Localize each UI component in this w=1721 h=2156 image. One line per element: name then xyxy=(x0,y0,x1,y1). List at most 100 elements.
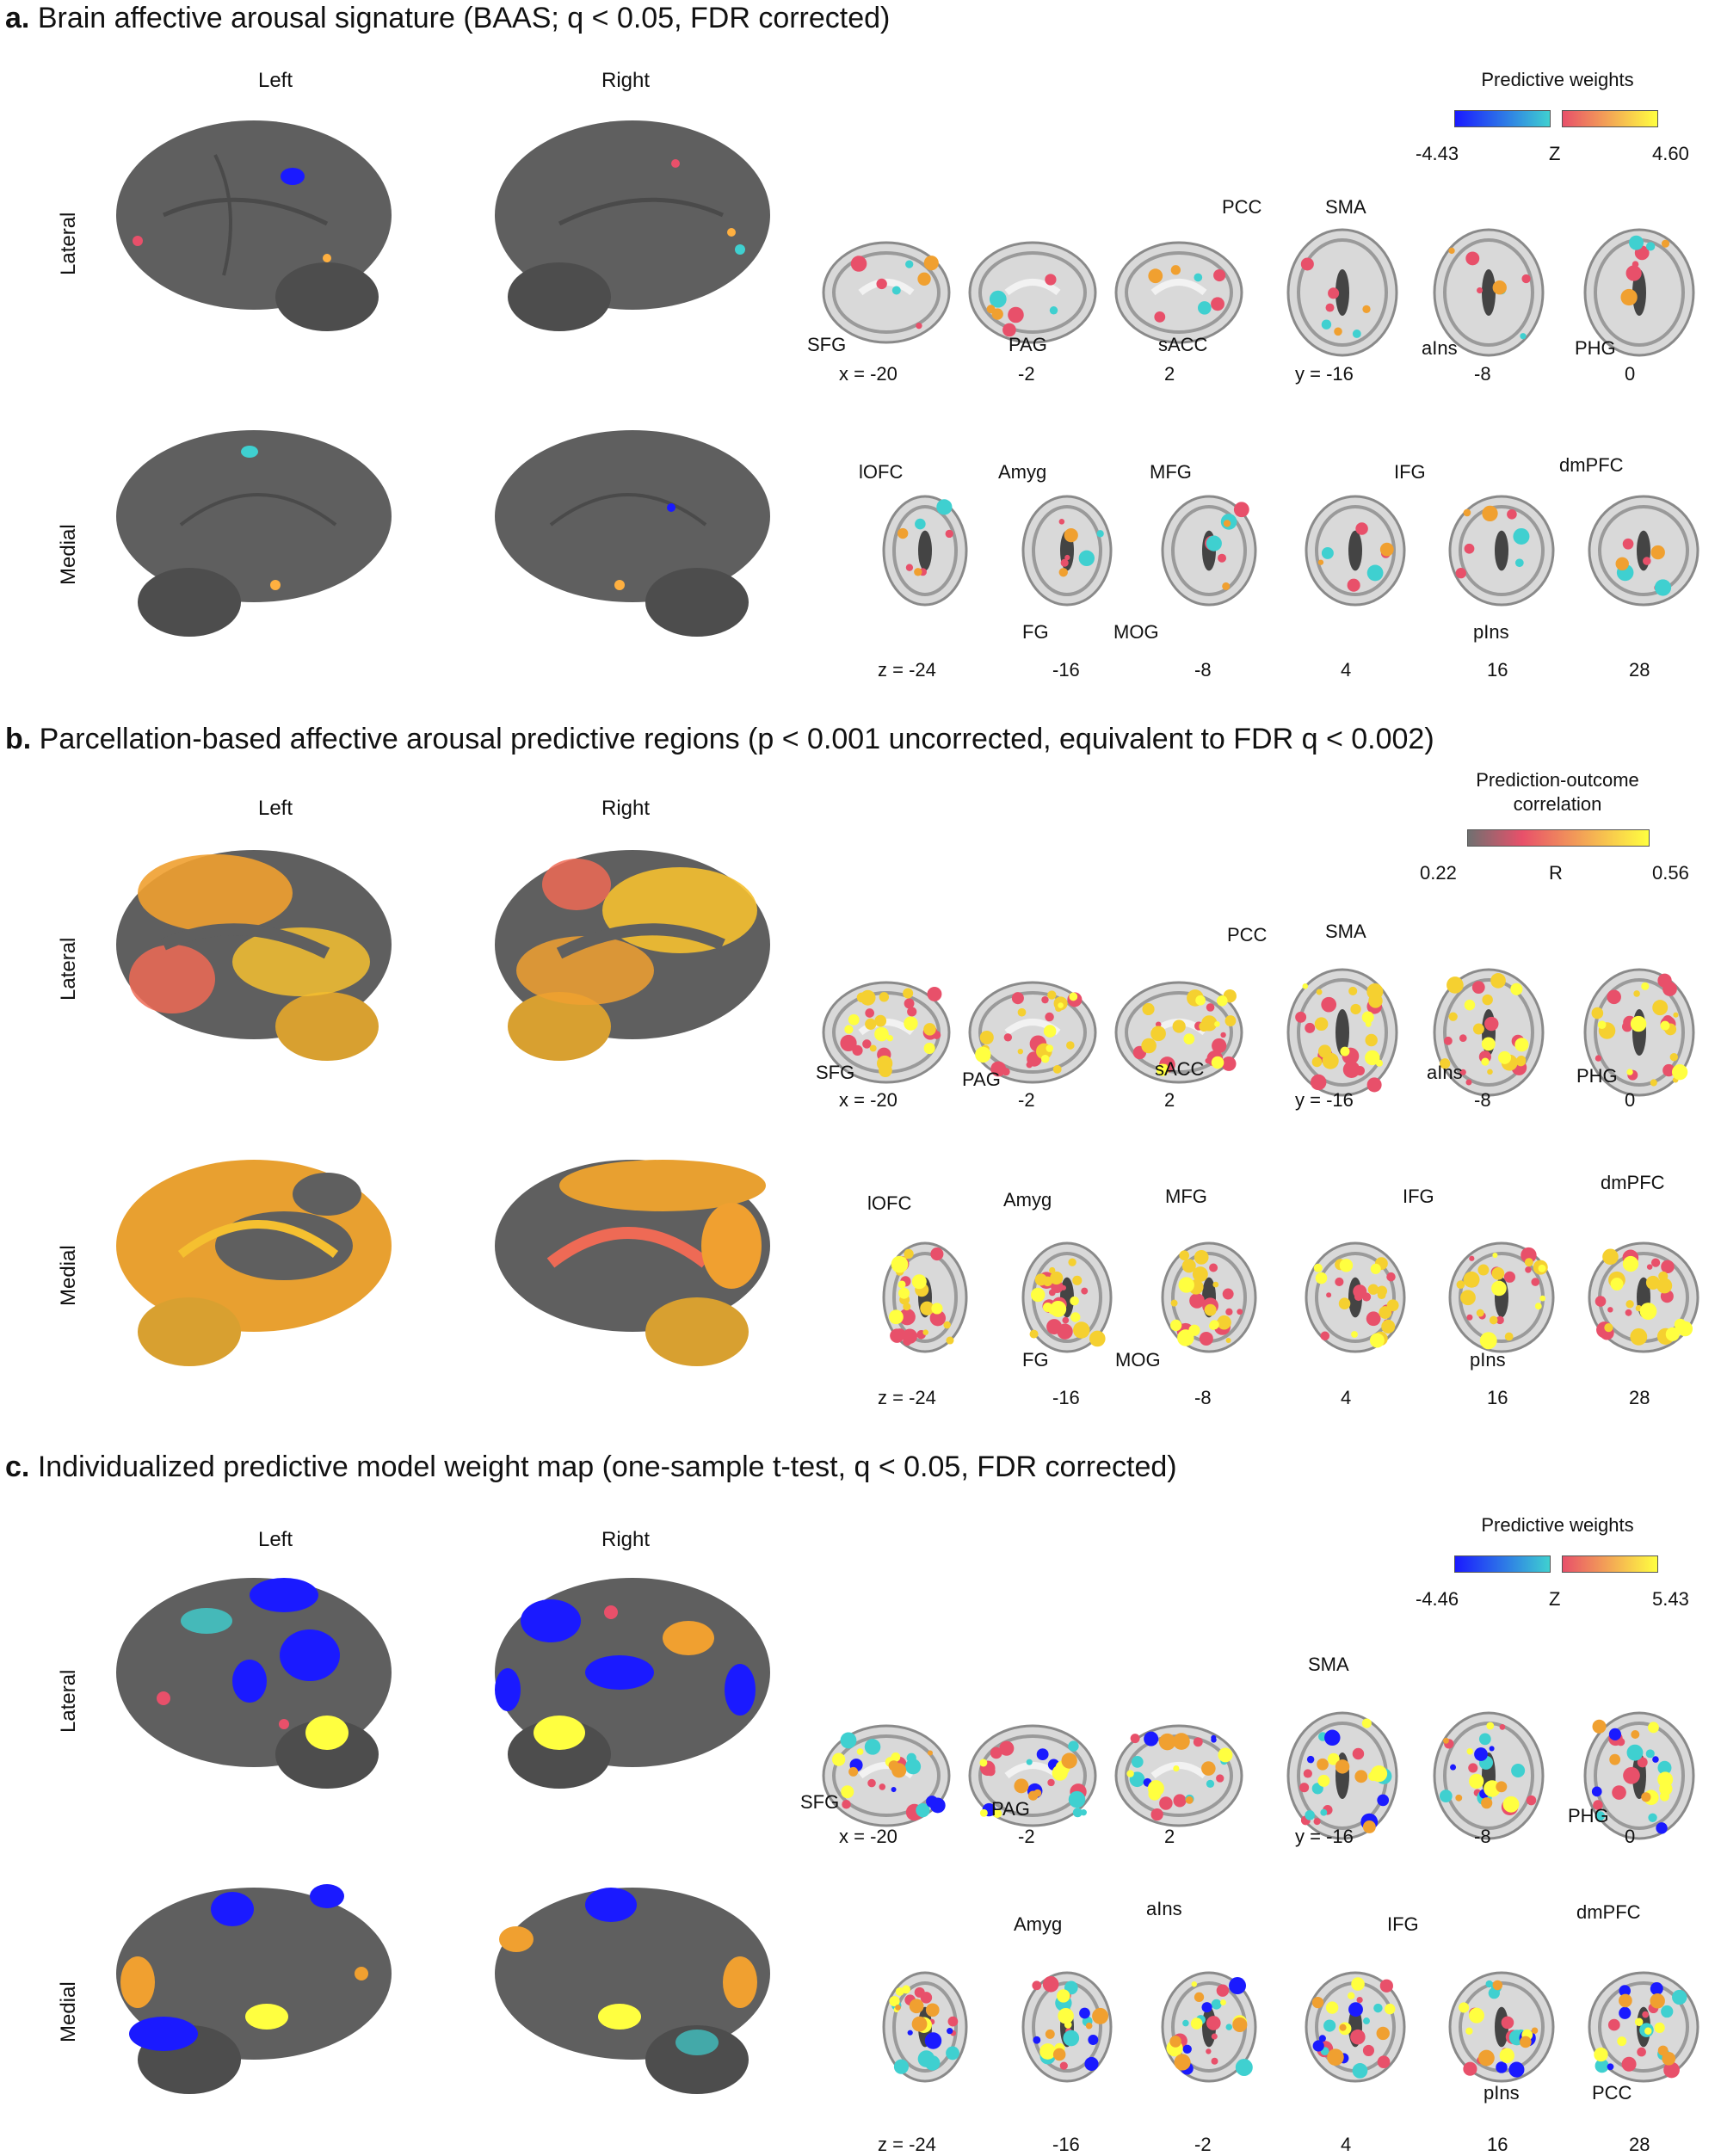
coronal-slice xyxy=(1433,1711,1545,1840)
region-label-sma: SMA xyxy=(1308,1654,1349,1675)
region-label-dmpfc: dmPFC xyxy=(1559,454,1624,476)
region-label-dmpfc: dmPFC xyxy=(1576,1901,1641,1923)
slice-coordinate-label: y = -16 xyxy=(1295,1089,1354,1111)
brain-medial-right xyxy=(482,413,774,671)
axial-slice xyxy=(1305,1241,1406,1353)
slice-coordinate-label: -2 xyxy=(1018,1826,1035,1847)
region-label-sfg: SFG xyxy=(807,334,847,355)
brain-lateral-left xyxy=(112,103,404,361)
region-label-dmpfc: dmPFC xyxy=(1601,1172,1665,1193)
colorbar-negative xyxy=(1454,110,1551,127)
region-label-sma: SMA xyxy=(1325,196,1366,218)
panel-title: a. Brain affective arousal signature (BA… xyxy=(5,2,890,35)
panel-title-text: Parcellation-based affective arousal pre… xyxy=(39,723,1434,755)
axial-slice xyxy=(1305,1971,1406,2083)
axial-slice xyxy=(882,1241,968,1353)
panel-title-text: Individualized predictive model weight m… xyxy=(37,1451,1177,1483)
slice-coordinate-label: 4 xyxy=(1341,1387,1352,1408)
axial-slice xyxy=(1161,1971,1257,2083)
region-label-amyg: Amyg xyxy=(998,461,1047,483)
panel-title: b. Parcellation-based affective arousal … xyxy=(5,723,1434,756)
region-label-ains: aIns xyxy=(1422,337,1458,359)
slice-coordinate-label: 4 xyxy=(1341,659,1352,681)
region-label-mfg: MFG xyxy=(1165,1186,1207,1207)
region-label-pins: pIns xyxy=(1484,2082,1520,2104)
slice-coordinate-label: -8 xyxy=(1194,1387,1212,1408)
column-right-label: Right xyxy=(601,797,651,820)
slice-coordinate-label: 0 xyxy=(1625,1089,1636,1111)
brain-lateral-left xyxy=(112,1561,404,1819)
sagittal-slice xyxy=(822,981,951,1084)
slice-coordinate-label: -8 xyxy=(1474,1826,1491,1847)
sagittal-slice xyxy=(1114,1724,1243,1827)
colorbar-min: -4.46 xyxy=(1416,1588,1459,1610)
row-lateral-label: Lateral xyxy=(57,212,80,275)
region-label-ains: aIns xyxy=(1146,1898,1182,1919)
region-label-sacc: sACC xyxy=(1155,1058,1205,1080)
slice-coordinate-label: z = -24 xyxy=(878,659,936,681)
colorbar-max: 4.60 xyxy=(1652,143,1689,164)
coronal-slice xyxy=(1286,968,1398,1097)
colorbar-title: Prediction-outcome xyxy=(1476,769,1639,791)
slice-coordinate-label: 28 xyxy=(1629,2134,1650,2155)
column-right-label: Right xyxy=(601,69,651,92)
region-label-pins: pIns xyxy=(1473,621,1509,643)
brain-lateral-right xyxy=(482,1561,774,1819)
row-lateral-label: Lateral xyxy=(57,937,80,1001)
region-label-mfg: MFG xyxy=(1150,461,1192,483)
column-left-label: Left xyxy=(257,1528,293,1551)
colorbar-positive xyxy=(1467,829,1650,847)
column-left-label: Left xyxy=(257,797,293,820)
region-label-pcc: PCC xyxy=(1592,2082,1632,2104)
slice-coordinate-label: 28 xyxy=(1629,1387,1650,1408)
region-label-sacc: sACC xyxy=(1158,334,1208,355)
region-label-fg: FG xyxy=(1022,1349,1049,1371)
region-label-pag: PAG xyxy=(991,1798,1030,1820)
region-label-lofc: lOFC xyxy=(859,461,904,483)
brain-lateral-left xyxy=(112,833,404,1091)
colorbar-positive xyxy=(1562,110,1658,127)
slice-coordinate-label: -16 xyxy=(1052,659,1080,681)
colorbar-title-line2: correlation xyxy=(1513,793,1602,815)
slice-coordinate-label: 28 xyxy=(1629,659,1650,681)
sagittal-slice xyxy=(968,981,1097,1084)
brain-lateral-right xyxy=(482,833,774,1091)
panel-title: c. Individualized predictive model weigh… xyxy=(5,1451,1177,1484)
panel-letter: a. xyxy=(5,2,30,34)
slice-coordinate-label: 0 xyxy=(1625,363,1636,385)
column-left-label: Left xyxy=(257,69,293,92)
brain-lateral-right xyxy=(482,103,774,361)
axial-slice xyxy=(1021,495,1113,607)
region-label-mog: MOG xyxy=(1113,621,1159,643)
panel-a: a. Brain affective arousal signature (BA… xyxy=(0,0,1721,705)
coronal-slice xyxy=(1286,1711,1398,1840)
sagittal-slice xyxy=(1114,981,1243,1084)
colorbar-positive xyxy=(1562,1555,1658,1573)
slice-coordinate-label: -16 xyxy=(1052,2134,1080,2155)
region-label-ifg: IFG xyxy=(1387,1913,1419,1935)
slice-coordinate-label: x = -20 xyxy=(839,1089,898,1111)
brain-medial-right xyxy=(482,1143,774,1401)
axial-slice xyxy=(1588,1241,1699,1353)
slice-coordinate-label: -2 xyxy=(1194,2134,1212,2155)
colorbar-mid: R xyxy=(1549,862,1563,884)
colorbar-max: 5.43 xyxy=(1652,1588,1689,1610)
slice-coordinate-label: 16 xyxy=(1487,2134,1508,2155)
slice-coordinate-label: y = -16 xyxy=(1295,363,1354,385)
slice-coordinate-label: 16 xyxy=(1487,1387,1508,1408)
axial-slice xyxy=(1588,495,1699,607)
slice-coordinate-label: 2 xyxy=(1164,1089,1175,1111)
slice-coordinate-label: 2 xyxy=(1164,363,1175,385)
slice-coordinate-label: -2 xyxy=(1018,363,1035,385)
axial-slice xyxy=(1448,495,1555,607)
sagittal-slice xyxy=(968,241,1097,344)
row-medial-label: Medial xyxy=(57,1981,80,2042)
slice-coordinate-label: z = -24 xyxy=(878,1387,936,1408)
axial-slice xyxy=(1161,1241,1257,1353)
slice-coordinate-label: x = -20 xyxy=(839,363,898,385)
column-right-label: Right xyxy=(601,1528,651,1551)
slice-coordinate-label: 0 xyxy=(1625,1826,1636,1847)
colorbar-mid: Z xyxy=(1549,1588,1561,1610)
coronal-slice xyxy=(1583,968,1695,1097)
axial-slice xyxy=(1021,1241,1113,1353)
